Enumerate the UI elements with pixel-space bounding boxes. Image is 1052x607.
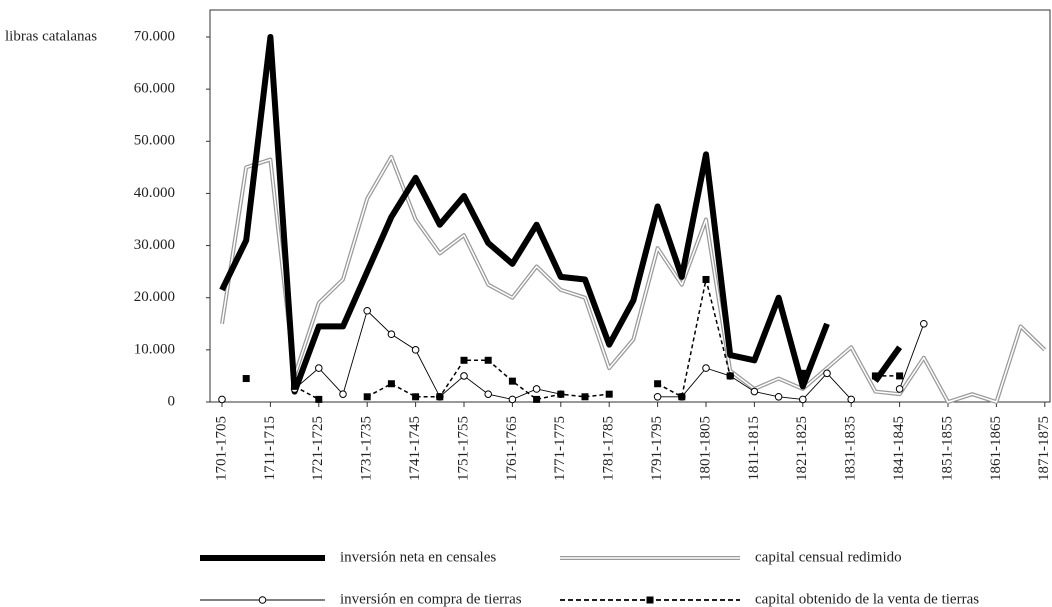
marker xyxy=(895,385,904,393)
y-tick-label: 10.000 xyxy=(134,341,175,357)
marker xyxy=(242,375,250,383)
x-tick-label: 1741-1745 xyxy=(407,416,423,481)
y-tick-label: 60.000 xyxy=(134,81,175,97)
x-tick-label: 1821-1825 xyxy=(794,416,810,481)
y-tick-label: 50.000 xyxy=(134,133,175,149)
marker xyxy=(315,395,323,403)
x-tick-label: 1721-1725 xyxy=(310,416,326,481)
y-axis-label: libras catalanas xyxy=(5,28,97,44)
legend-marker xyxy=(646,596,654,604)
x-tick-label: 1791-1795 xyxy=(649,416,665,481)
marker xyxy=(387,330,396,339)
x-tick-label: 1751-1755 xyxy=(455,416,471,481)
marker xyxy=(871,372,879,380)
marker xyxy=(412,393,420,401)
marker xyxy=(508,377,516,385)
x-tick-label: 1831-1835 xyxy=(843,416,859,481)
marker xyxy=(799,369,807,377)
marker xyxy=(799,395,807,404)
marker xyxy=(387,380,395,388)
marker xyxy=(557,390,565,398)
marker xyxy=(847,395,856,404)
x-tick-label: 1811-1815 xyxy=(746,416,762,480)
marker xyxy=(508,395,517,404)
x-tick-label: 1711-1715 xyxy=(262,416,278,480)
plot-frame xyxy=(209,9,1051,403)
x-tick-label: 1761-1765 xyxy=(504,416,520,481)
marker xyxy=(484,390,493,398)
line-inner xyxy=(221,156,1046,403)
marker xyxy=(484,356,492,364)
x-tick-label: 1731-1735 xyxy=(359,416,375,481)
legend-label: inversión neta en censales xyxy=(340,549,496,565)
x-tick-label: 1801-1805 xyxy=(697,416,713,481)
marker xyxy=(702,275,710,283)
legend-label: capital obtenido de la venta de tierras xyxy=(755,591,979,607)
y-tick-label: 70.000 xyxy=(134,28,175,44)
x-tick-label: 1871-1875 xyxy=(1036,416,1052,481)
marker xyxy=(774,392,783,401)
legend-label: inversión en compra de tierras xyxy=(340,591,522,607)
marker xyxy=(896,372,904,380)
marker xyxy=(605,390,613,398)
marker xyxy=(460,356,468,364)
marker xyxy=(532,385,541,393)
x-tick-label: 1851-1855 xyxy=(939,416,955,481)
marker xyxy=(823,369,831,378)
line xyxy=(219,34,903,395)
marker xyxy=(750,387,759,396)
legend-marker xyxy=(258,596,267,604)
marker xyxy=(315,364,323,372)
marker xyxy=(702,364,710,372)
y-tick-label: 0 xyxy=(168,393,176,409)
y-tick-label: 40.000 xyxy=(134,185,175,201)
marker xyxy=(653,392,662,401)
marker xyxy=(218,395,226,404)
marker xyxy=(291,382,299,390)
marker xyxy=(581,393,589,401)
marker xyxy=(460,372,468,380)
y-tick-label: 30.000 xyxy=(134,237,175,253)
x-tick-label: 1841-1845 xyxy=(891,416,907,481)
marker xyxy=(920,319,928,328)
x-tick-label: 1771-1775 xyxy=(552,416,568,481)
x-tick-label: 1861-1865 xyxy=(988,416,1004,481)
marker xyxy=(654,380,662,388)
marker xyxy=(678,393,686,401)
line xyxy=(220,154,1047,404)
marker xyxy=(533,395,541,403)
marker xyxy=(411,346,420,354)
marker xyxy=(363,393,371,401)
x-tick-label: 1701-1705 xyxy=(213,416,229,481)
y-tick-label: 20.000 xyxy=(134,289,175,305)
marker xyxy=(726,372,734,380)
marker xyxy=(363,306,372,315)
marker xyxy=(339,390,347,398)
legend-label: capital censual redimido xyxy=(755,549,902,565)
x-tick-label: 1781-1785 xyxy=(601,416,617,481)
marker xyxy=(436,393,444,401)
